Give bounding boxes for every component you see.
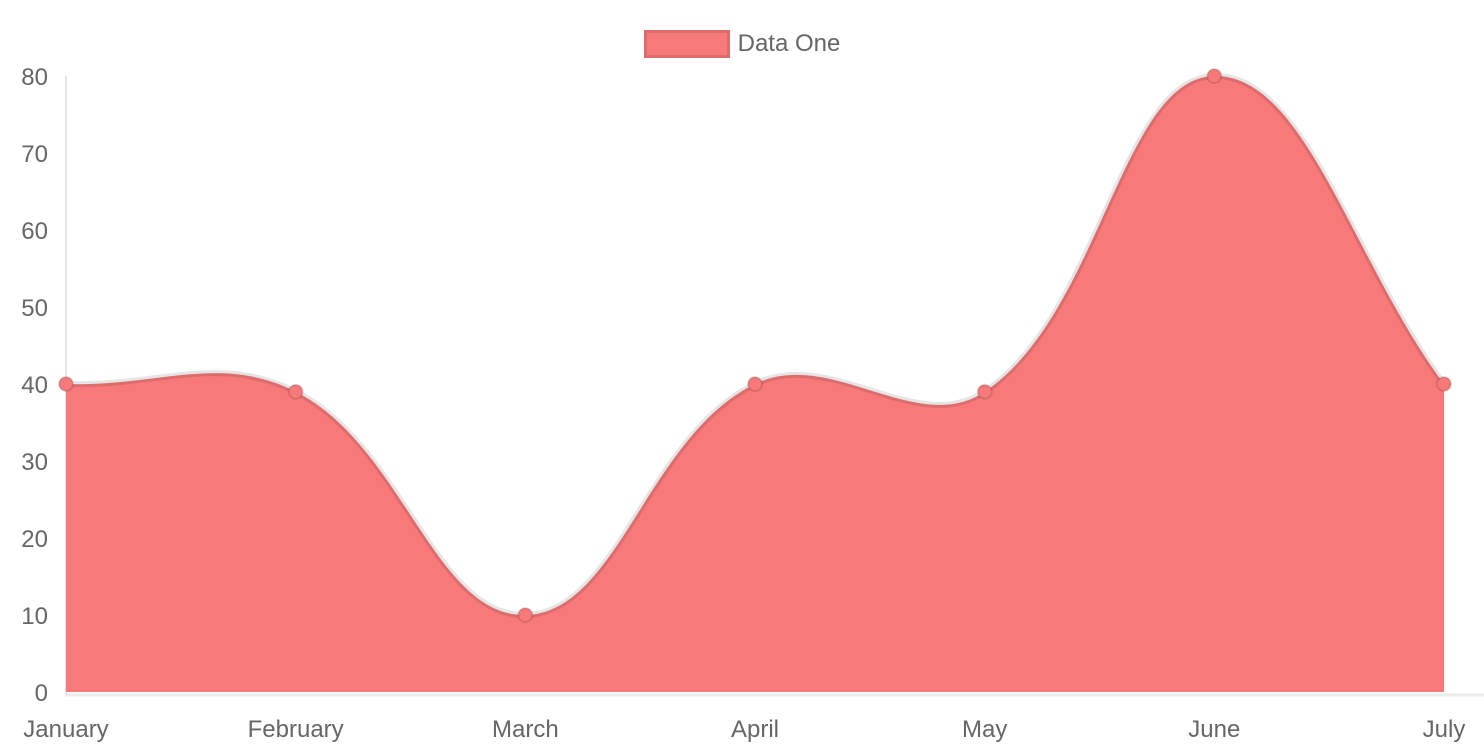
y-tick-label: 70	[21, 141, 48, 168]
chart-legend[interactable]: Data One	[0, 30, 1484, 58]
y-tick-label: 50	[21, 295, 48, 322]
y-tick-label: 0	[35, 680, 48, 707]
y-tick-label: 60	[21, 218, 48, 245]
legend-color-swatch	[643, 30, 730, 58]
y-tick-label: 10	[21, 603, 48, 630]
x-tick-label: April	[731, 716, 779, 743]
data-point[interactable]	[976, 383, 993, 400]
area-fill	[66, 75, 1444, 693]
x-tick-label: July	[1423, 716, 1466, 743]
data-point[interactable]	[1206, 68, 1223, 84]
data-point[interactable]	[58, 376, 74, 392]
x-tick-label: June	[1188, 716, 1240, 743]
legend-label: Data One	[737, 30, 841, 57]
data-point[interactable]	[287, 383, 304, 400]
x-tick-label: January	[23, 716, 108, 743]
y-tick-label: 20	[21, 526, 48, 553]
data-point[interactable]	[517, 607, 534, 623]
x-tick-label: March	[492, 716, 559, 743]
y-tick-label: 30	[21, 449, 48, 476]
x-tick-label: February	[248, 716, 344, 743]
data-point[interactable]	[747, 376, 763, 392]
x-tick-label: May	[962, 716, 1007, 743]
y-tick-label: 40	[21, 372, 48, 399]
y-tick-label: 80	[21, 64, 48, 91]
data-point[interactable]	[1436, 376, 1452, 392]
